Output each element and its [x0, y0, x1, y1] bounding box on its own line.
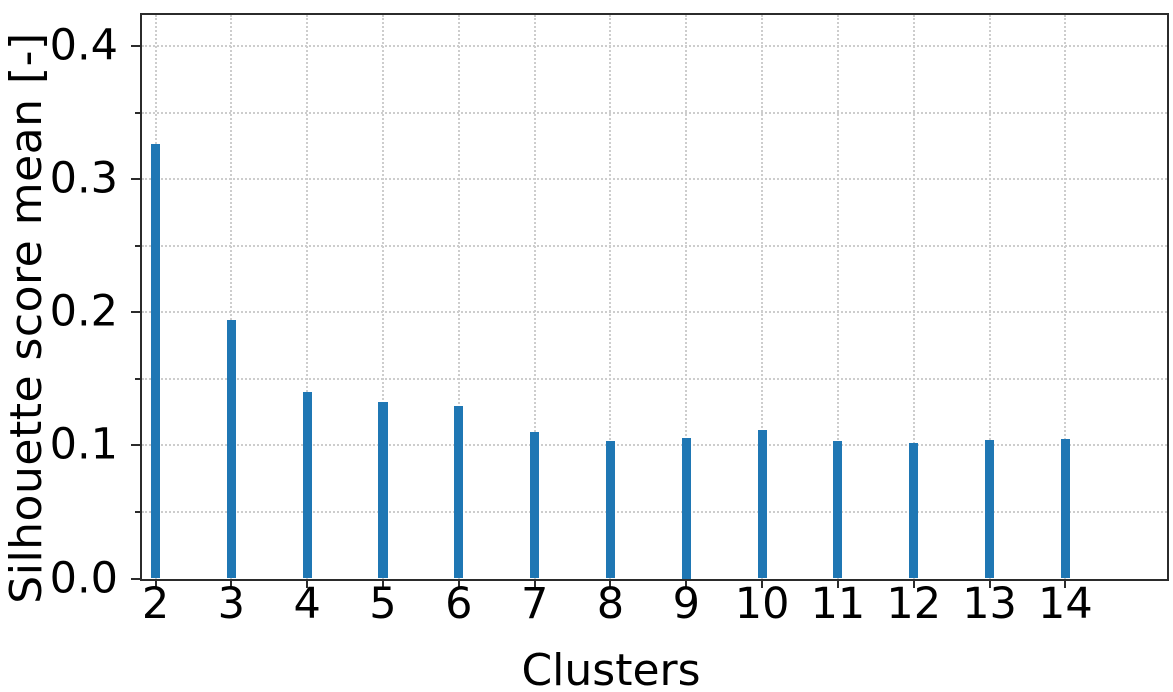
x-tick [988, 580, 991, 588]
y-tick-label: 0.2 [49, 286, 118, 337]
y-major-tick [131, 444, 140, 447]
x-tick [230, 580, 233, 588]
x-tick-label: 2 [141, 579, 170, 629]
x-gridline [912, 14, 915, 579]
x-tick [457, 580, 460, 588]
y-gridline [141, 311, 1167, 314]
bar-cluster-12 [909, 442, 919, 579]
y-minor-tick [135, 111, 140, 114]
x-tick-label: 8 [596, 579, 625, 629]
x-tick-label: 5 [369, 579, 397, 629]
y-gridline [141, 244, 1167, 247]
y-minor-tick [135, 377, 140, 380]
y-tick-label: 0.0 [49, 553, 118, 603]
bar-cluster-4 [302, 392, 312, 579]
bar-cluster-8 [605, 441, 615, 579]
y-tick-label: 0.3 [49, 153, 118, 204]
bar-cluster-6 [454, 405, 464, 579]
y-minor-tick [135, 510, 140, 513]
x-tick-label: 9 [672, 579, 700, 629]
y-gridline [141, 510, 1167, 513]
bar-cluster-11 [833, 441, 843, 579]
x-tick-label: 7 [520, 579, 549, 629]
y-minor-tick [135, 244, 140, 247]
x-tick-label: 12 [886, 579, 942, 629]
bar-cluster-7 [530, 432, 540, 579]
x-tick-label: 4 [293, 579, 321, 629]
plot-area [139, 12, 1169, 581]
x-tick-label: 14 [1038, 579, 1093, 629]
bar-cluster-10 [757, 429, 767, 579]
y-major-tick [131, 311, 140, 314]
bar-cluster-13 [985, 440, 995, 579]
bar-cluster-2 [150, 143, 161, 579]
x-gridline [1064, 14, 1067, 579]
x-gridline [306, 14, 309, 579]
bar-cluster-5 [378, 401, 388, 579]
x-tick [306, 580, 309, 588]
x-gridline [230, 14, 233, 579]
y-gridline [141, 45, 1167, 48]
x-tick [154, 580, 157, 588]
x-tick-label: 3 [217, 579, 246, 629]
x-tick-label: 10 [734, 579, 790, 629]
x-tick [761, 580, 764, 588]
x-tick [533, 580, 536, 588]
y-gridline [141, 444, 1167, 447]
y-major-tick [131, 178, 140, 181]
x-tick [685, 580, 688, 588]
x-gridline [836, 14, 839, 579]
x-gridline [609, 14, 612, 579]
y-major-tick [131, 45, 140, 48]
bar-cluster-9 [681, 437, 691, 579]
x-gridline [685, 14, 688, 579]
y-tick-label: 0.4 [49, 20, 118, 71]
x-gridline [988, 14, 991, 579]
x-axis-label: Clusters [521, 645, 701, 692]
x-tick [836, 580, 839, 588]
x-tick-label: 11 [810, 579, 866, 629]
x-gridline [761, 14, 764, 579]
x-tick [1064, 580, 1067, 588]
bar-cluster-3 [226, 320, 236, 579]
x-tick [381, 580, 384, 588]
x-tick-label: 6 [445, 579, 473, 629]
x-gridline [381, 14, 384, 579]
y-gridline [141, 111, 1167, 114]
bar-cluster-14 [1060, 438, 1070, 579]
x-tick [912, 580, 915, 588]
x-tick-label: 13 [962, 579, 1017, 629]
y-gridline [141, 178, 1167, 181]
grid-layer [141, 14, 1167, 579]
bars-layer [142, 15, 1168, 579]
y-major-tick [131, 577, 140, 580]
x-tick [609, 580, 612, 588]
y-gridline [141, 377, 1167, 380]
x-gridline [533, 14, 536, 579]
y-tick-label: 0.1 [49, 419, 118, 470]
x-gridline [457, 14, 460, 579]
